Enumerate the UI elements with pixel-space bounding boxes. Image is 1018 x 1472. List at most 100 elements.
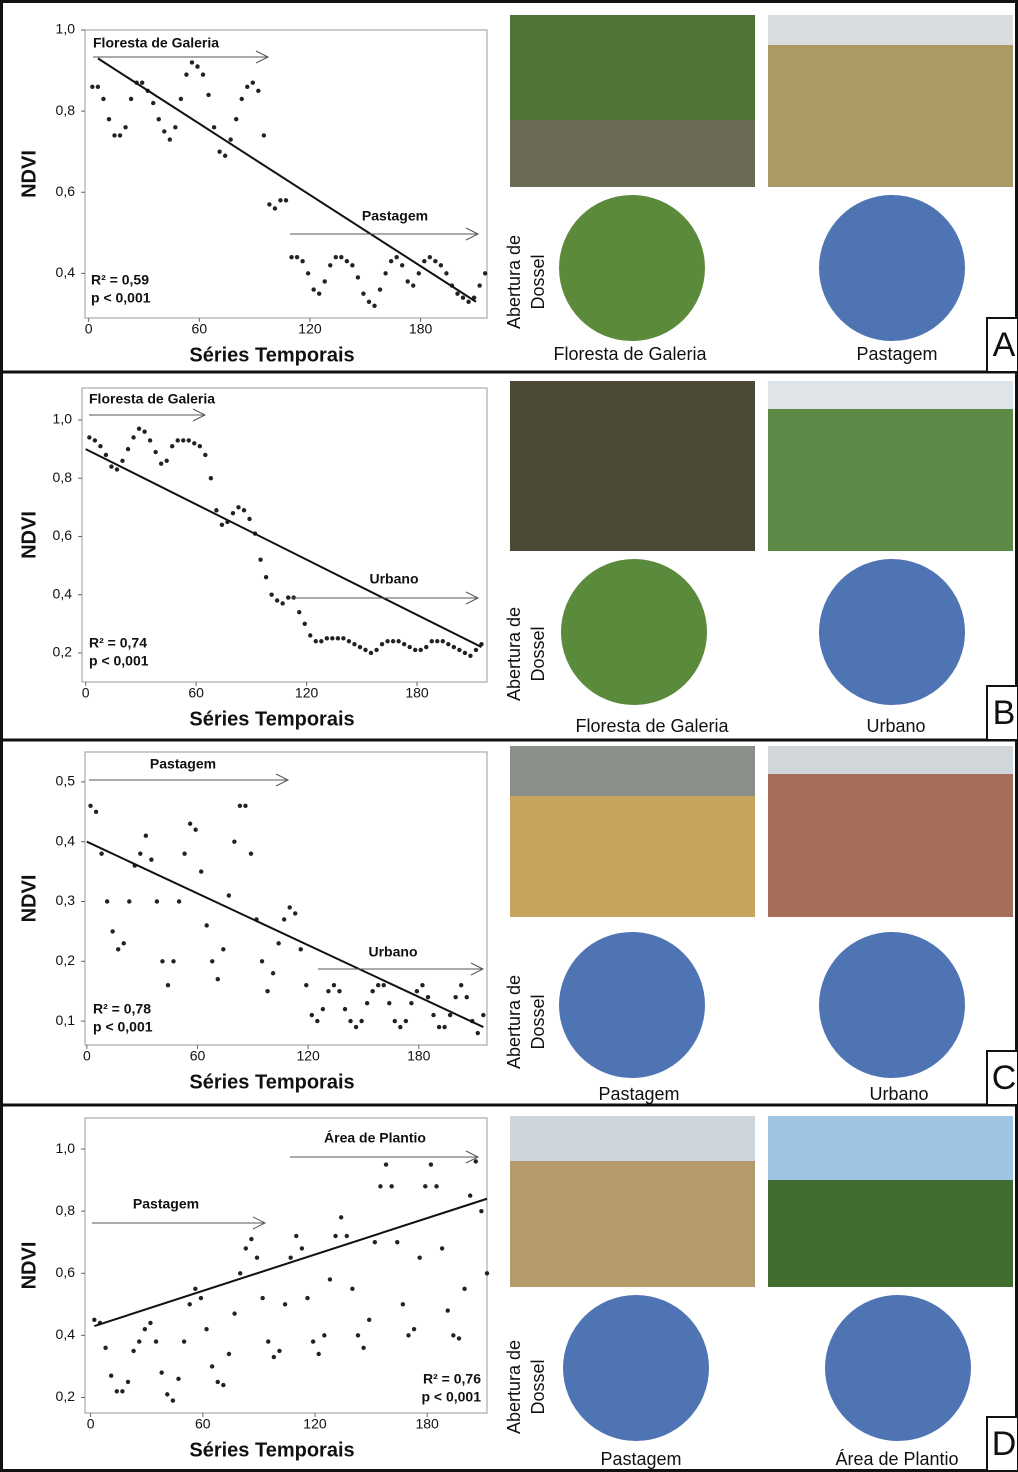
data-point [154,899,160,904]
y-tick-label: 0,5 [56,773,76,789]
canopy-label: Abertura de [504,607,524,701]
data-point [204,923,209,928]
data-point [320,1006,326,1012]
data-point [110,929,115,934]
data-point [455,291,460,296]
chart: 0,4 0,6 0,8 1,0 0 60 120 180 NDVI Séries Temporai… [18,21,488,366]
data-point [288,1255,293,1260]
data-point [88,803,93,809]
data-point [120,458,125,463]
data-point [243,803,248,809]
data-point [409,1000,414,1006]
data-point [287,905,292,910]
data-point [162,129,167,134]
data-point [245,84,250,89]
data-point [165,1392,170,1397]
data-point [457,647,462,653]
data-point [308,633,313,638]
data-point [417,1255,422,1260]
canopy-photo [561,559,707,705]
data-point [344,1233,349,1239]
data-point [357,644,363,650]
data-point [401,641,407,647]
x-axis-label: Séries Temporais [189,1439,354,1461]
data-point [106,117,112,122]
data-point [294,254,300,260]
data-point [230,510,236,516]
annotation-arrow [290,591,480,605]
data-point [90,84,95,89]
y-tick-label: 0,2 [56,1388,76,1404]
canopy-label: Dossel [528,626,548,681]
data-point [361,1345,366,1350]
data-point [429,639,434,644]
x-tick-label: 180 [407,1048,431,1064]
data-point [418,647,423,653]
data-point [374,647,379,653]
x-tick-label: 60 [188,685,204,701]
data-point [370,988,375,994]
data-point [319,639,324,644]
data-point [112,133,117,138]
canopy-open [563,1295,709,1441]
photo-caption: Pastagem [856,344,937,364]
data-point [311,287,316,292]
data-point [464,994,469,1000]
data-point [436,1024,442,1030]
data-point [249,1236,254,1242]
data-point [247,516,252,522]
data-point [271,1354,277,1360]
photo-caption: Área de Plantio [835,1449,958,1469]
data-point [151,100,156,106]
y-tick-label: 0,4 [53,585,73,601]
data-point [481,1012,486,1018]
data-point [400,1302,406,1307]
plot-frame [84,1117,488,1414]
data-point [108,1373,114,1378]
data-point [427,254,433,260]
data-point [326,988,331,994]
y-axis-label: NDVI [18,511,40,559]
data-point [458,983,464,988]
x-tick-label: 120 [298,321,322,337]
data-point [170,1398,176,1403]
data-point [153,1339,159,1344]
data-point [98,444,103,449]
data-point [222,153,228,158]
x-tick-label: 0 [85,321,93,337]
y-tick-label: 0,6 [56,183,76,199]
data-point [248,851,254,856]
data-point [193,1286,198,1291]
data-point [95,84,101,89]
data-point [383,271,388,276]
data-point [339,254,344,260]
data-point [276,941,281,946]
photos [510,15,1013,1441]
data-point [484,1271,490,1276]
data-point [99,851,104,856]
data-point [462,650,468,656]
data-point [456,1336,462,1341]
y-tick-label: 0,2 [53,644,73,660]
data-point [254,1255,260,1260]
data-point [341,636,346,641]
canopy-label: Abertura de [504,235,524,329]
panel-letter-box [986,317,1018,373]
data-point [376,983,381,988]
data-point [266,1339,271,1344]
data-point [115,947,121,952]
data-point [232,839,237,844]
plot-frame [81,387,488,683]
data-point [121,941,126,946]
data-point [395,1240,400,1245]
data-point [274,598,280,603]
data-point [181,438,186,443]
data-point [236,505,241,510]
photo-detail [510,120,755,187]
panel-labels: Abertura de Dossel Pastagem Área de Plantio… [504,1340,1018,1472]
canopy-label: Dossel [528,1359,548,1414]
x-axis-label: Séries Temporais [189,1071,354,1093]
data-point [131,1348,136,1354]
data-point [184,72,189,77]
